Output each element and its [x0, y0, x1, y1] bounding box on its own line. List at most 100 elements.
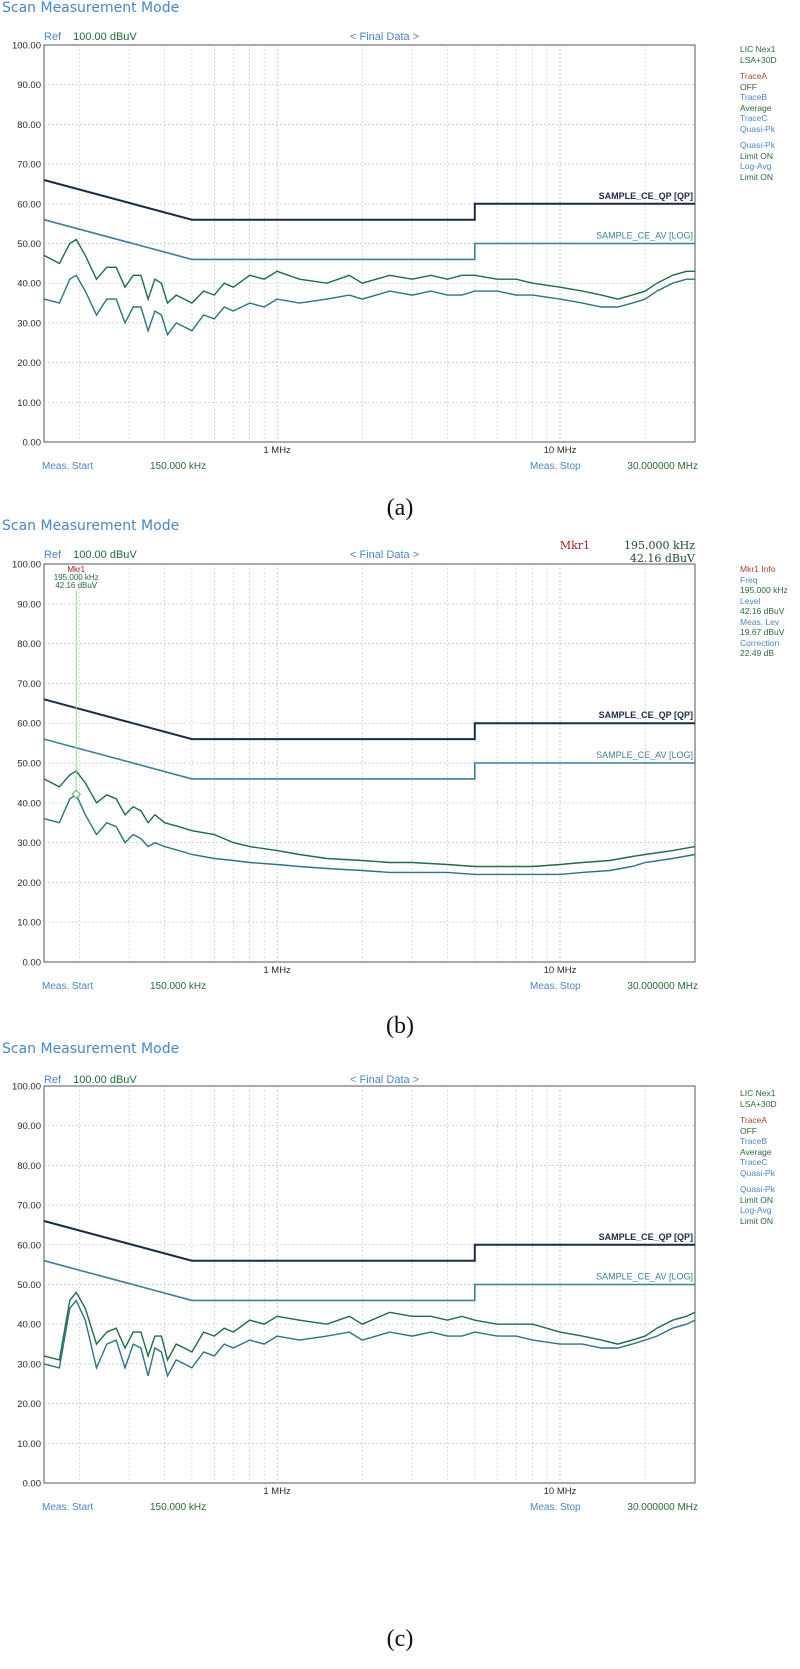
panel-b: Scan Measurement Mode Ref 100.00 dBuV < F… [0, 518, 800, 1048]
side-info-line: Limit ON [740, 1215, 774, 1226]
side-info-line: 22.49 dB [740, 648, 775, 658]
marker-level-label: 42.16 dBuV [55, 581, 97, 590]
ref-label: Ref [44, 549, 62, 561]
y-tick-label: 50.00 [17, 1280, 41, 1291]
panel-a: Scan Measurement Mode Ref 100.00 dBuV < F… [0, 0, 800, 525]
x-tick-label: 1 MHz [263, 445, 291, 456]
marker-level: 42.16 dBuV [629, 552, 695, 565]
ref-level: Ref 100.00 dBuV [44, 549, 137, 561]
y-tick-label: 90.00 [17, 599, 41, 610]
y-tick-label: 40.00 [17, 279, 41, 290]
meas-start-value: 150.000 kHz [150, 1502, 206, 1513]
y-tick-label: 40.00 [17, 798, 41, 809]
y-tick-label: 30.00 [17, 838, 41, 849]
ref-level: Ref 100.00 dBuV [44, 1074, 137, 1086]
marker-name: Mkr1 [559, 539, 590, 552]
figure-caption: (a) [386, 495, 414, 521]
ref-label: Ref [44, 31, 62, 43]
meas-stop-label: Meas. Stop [530, 461, 581, 472]
final-data-header: < Final Data > [350, 1074, 420, 1086]
x-tick-label: 10 MHz [544, 1486, 577, 1497]
side-info-line: Limit ON [740, 171, 774, 182]
y-tick-label: 30.00 [17, 1359, 41, 1370]
meas-stop-label: Meas. Stop [530, 1502, 581, 1513]
meas-stop-value: 30.000000 MHz [627, 981, 698, 992]
spectrum-chart-b: 100.00 90.00 80.00 70.00 60.00 50.00 40.00 30.0… [12, 560, 698, 993]
mode-title: Scan Measurement Mode [2, 1041, 180, 1057]
meas-stop-value: 30.000000 MHz [627, 1502, 698, 1513]
y-tick-label: 10.00 [17, 918, 41, 929]
ref-value: 100.00 dBuV [73, 1074, 137, 1086]
limit-label: SAMPLE_CE_QP [QP] [599, 191, 693, 201]
mode-title: Scan Measurement Mode [2, 0, 180, 16]
side-info-line: Log-Avg [740, 1205, 772, 1215]
side-info-line: TraceC [740, 113, 768, 123]
marker-label: Mkr1 [67, 565, 85, 574]
y-tick-label: 80.00 [17, 120, 41, 131]
mode-title: Scan Measurement Mode [2, 518, 180, 534]
y-tick-label: 20.00 [17, 1399, 41, 1410]
figure-caption: (c) [386, 1626, 414, 1652]
y-tick-label: 80.00 [17, 1161, 41, 1172]
y-tick-label: 80.00 [17, 639, 41, 650]
ref-value: 100.00 dBuV [73, 31, 137, 43]
meas-start-label: Meas. Start [42, 461, 93, 472]
side-info-line: Average [740, 102, 772, 113]
y-tick-label: 0.00 [23, 1479, 42, 1490]
limit-line-qp [43, 1220, 695, 1262]
y-tick-label: 100.00 [12, 41, 41, 52]
limit-label: SAMPLE_CE_AV [LOG] [596, 231, 693, 241]
meas-start-label: Meas. Start [42, 1502, 93, 1513]
limit-label: SAMPLE_CE_AV [LOG] [596, 750, 693, 760]
spectrum-chart-a: 100.00 90.00 80.00 70.00 60.00 50.00 40.00 30.0… [12, 41, 698, 473]
marker-readout: Mkr1 195.000 kHz 42.16 dBuV [560, 539, 695, 565]
side-info-line: Limit ON [740, 1194, 774, 1205]
x-tick-label: 10 MHz [544, 445, 577, 456]
y-tick-label: 10.00 [17, 398, 41, 409]
side-info-line: Correction [740, 637, 780, 648]
y-tick-label: 0.00 [23, 438, 42, 449]
final-data-header: < Final Data > [350, 31, 420, 43]
limit-line-qp [43, 698, 695, 741]
y-tick-label: 60.00 [17, 719, 41, 730]
trace-quasi-peak [43, 770, 696, 868]
side-info-line: TraceB [740, 1136, 768, 1146]
ref-level: Ref 100.00 dBuV [44, 31, 137, 43]
side-info-line: Level [740, 595, 761, 606]
y-tick-label: 50.00 [17, 239, 41, 250]
side-info-line: OFF [740, 81, 757, 92]
side-info-panel: LIC Nex1 LSA+30D TraceA OFF TraceB Average T… [740, 1088, 777, 1226]
x-tick-label: 1 MHz [263, 965, 291, 976]
meas-start-value: 150.000 kHz [150, 981, 206, 992]
limit-line-qp [43, 179, 695, 221]
y-tick-label: 20.00 [17, 358, 41, 369]
side-info-line: 19.67 dBuV [740, 627, 785, 637]
limit-label: SAMPLE_CE_QP [QP] [599, 710, 693, 720]
limit-label: SAMPLE_CE_QP [QP] [599, 1232, 693, 1242]
side-info-line: Meas. Lev [740, 616, 780, 627]
side-info-line: Log-Avg [740, 161, 772, 171]
side-info-line: TraceB [740, 92, 768, 102]
side-info-panel: Mkr1 Info Freq 195.000 kHz Level 42.16 dBu… [740, 564, 788, 659]
limit-line-av [43, 1259, 695, 1302]
side-info-line: 195.000 kHz [740, 585, 788, 595]
y-tick-label: 70.00 [17, 160, 41, 171]
meas-start-label: Meas. Start [42, 981, 93, 992]
marker-freq-label: 195.000 kHz [54, 573, 99, 582]
limit-line-av [43, 738, 695, 780]
side-info-line: LIC Nex1 [740, 44, 776, 54]
side-info-line: LSA+30D [740, 54, 777, 65]
side-info-line: 42.16 dBuV [740, 606, 785, 616]
x-tick-label: 10 MHz [544, 965, 577, 976]
y-tick-label: 70.00 [17, 1201, 41, 1212]
marker-freq: 195.000 kHz [623, 539, 695, 552]
meas-stop-value: 30.000000 MHz [627, 461, 698, 472]
side-info-line: TraceC [740, 1157, 768, 1167]
y-tick-label: 100.00 [12, 560, 41, 571]
side-info-line: Quasi-Pk [740, 1167, 775, 1178]
y-tick-label: 90.00 [17, 1121, 41, 1132]
meas-stop-label: Meas. Stop [530, 981, 581, 992]
y-tick-label: 40.00 [17, 1320, 41, 1331]
side-info-line: OFF [740, 1125, 757, 1136]
ref-value: 100.00 dBuV [73, 549, 137, 561]
